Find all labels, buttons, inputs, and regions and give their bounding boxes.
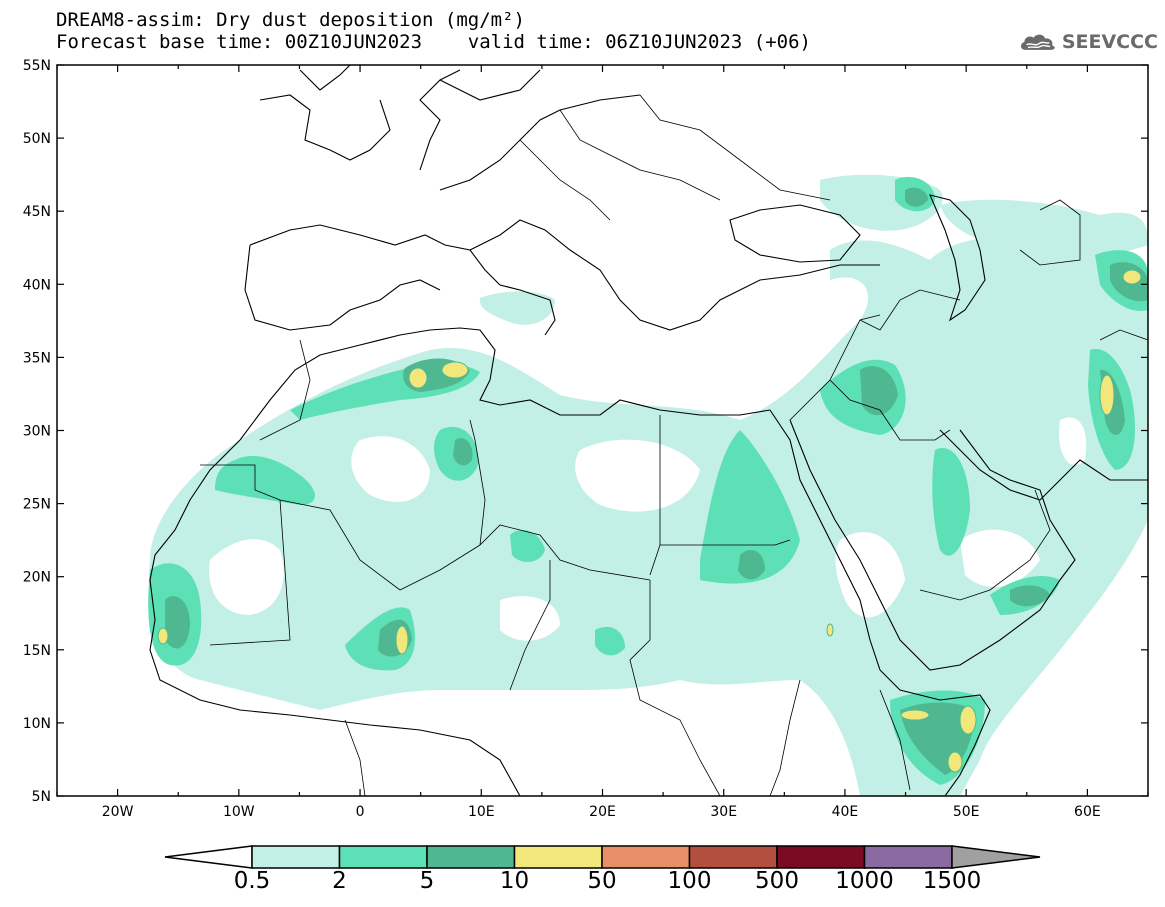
dust-field-peak [157, 269, 1142, 773]
colorbar-segment [513, 845, 603, 869]
lon-label: 0 [356, 804, 365, 820]
lon-label: 10E [468, 804, 495, 820]
latitude-labels: 55N 50N 45N 40N 35N 30N 25N 20N 15N 10N 5N [23, 58, 51, 805]
colorbar-labels: 0.5 2 5 10 50 100 500 1000 1500 [0, 868, 1165, 900]
colorbar-label: 50 [587, 868, 617, 894]
coastlines [149, 65, 1148, 796]
map-title: DREAM8-assim: Dry dust deposition (mg/m²… [56, 9, 525, 31]
lat-label: 50N [23, 131, 51, 147]
cloud-logo-icon [1021, 34, 1055, 50]
lat-label: 35N [23, 350, 51, 366]
colorbar-segment [601, 845, 691, 869]
colorbar-segment [251, 845, 341, 869]
colorbar-label: 1000 [835, 868, 894, 894]
colorbar [164, 845, 1041, 869]
lon-label: 30E [710, 804, 737, 820]
lat-label: 30N [23, 424, 51, 440]
colorbar-label: 100 [667, 868, 712, 894]
colorbar-label: 500 [755, 868, 799, 894]
colorbar-segment [338, 845, 428, 869]
axis-ticks [56, 64, 1149, 797]
lat-label: 55N [23, 58, 51, 74]
colorbar-label: 10 [499, 868, 530, 894]
lon-label: 50E [953, 804, 980, 820]
colorbar-label: 2 [332, 868, 347, 894]
colorbar-label: 1500 [922, 868, 982, 894]
colorbar-segment [776, 845, 866, 869]
lat-label: 45N [23, 204, 51, 220]
lat-label: 10N [23, 716, 51, 732]
lat-label: 25N [23, 497, 51, 513]
colorbar-over-triangle [951, 845, 1041, 869]
country-borders [200, 94, 1148, 796]
lat-label: 5N [32, 789, 51, 805]
lon-label: 40E [832, 804, 859, 820]
seevccc-logo: SEEVCCC [1018, 26, 1158, 58]
lat-label: 40N [23, 277, 51, 293]
dust-free-areas [209, 417, 1087, 641]
colorbar-label: 5 [419, 868, 435, 894]
longitude-labels: 20W 10W 0 10E 20E 30E 40E 50E 60E [102, 804, 1101, 820]
lon-label: 10W [223, 804, 255, 820]
colorbar-under-triangle [164, 845, 253, 869]
colorbar-label: 0.5 [233, 868, 271, 894]
lon-label: 20E [589, 804, 616, 820]
map-subtitle: Forecast base time: 00Z10JUN2023 valid t… [56, 31, 811, 53]
lon-label: 20W [102, 804, 134, 820]
lat-label: 20N [23, 570, 51, 586]
colorbar-segment [426, 845, 516, 869]
colorbar-segment [688, 845, 778, 869]
colorbar-segment [863, 845, 953, 869]
lat-label: 15N [23, 643, 51, 659]
logo-text: SEEVCCC [1061, 31, 1158, 53]
lon-label: 60E [1074, 804, 1101, 820]
